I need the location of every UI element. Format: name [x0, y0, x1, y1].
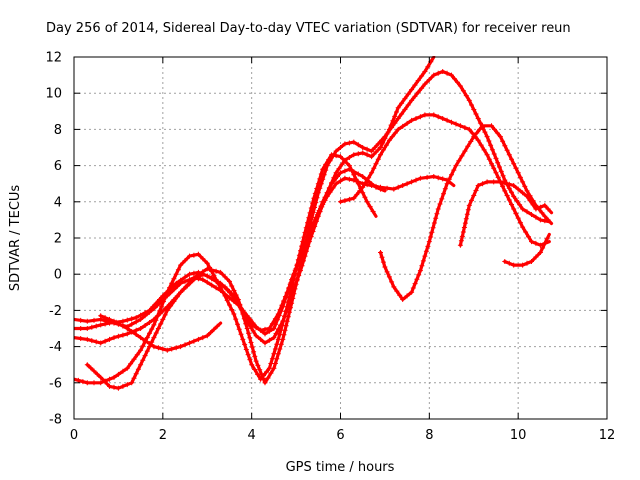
series-track-2	[74, 174, 456, 337]
axes	[73, 56, 608, 420]
series-markers	[74, 59, 434, 346]
plot-frame	[73, 56, 608, 420]
series-markers	[378, 123, 551, 302]
series-track-1	[74, 166, 387, 333]
y-tick-label: 4	[54, 195, 62, 210]
series-track-7	[338, 112, 551, 248]
series-layer	[74, 56, 554, 391]
y-tick-label: -6	[49, 376, 62, 391]
y-tick-label: -4	[49, 340, 62, 355]
series-markers	[84, 69, 548, 391]
series-track-10	[502, 232, 551, 268]
series-track-8	[378, 123, 554, 302]
series-markers	[502, 236, 550, 268]
tick-labels: 0 2 4 6 8 10 12 -8 -6 -4 -2 0 2 4 6 8 10 12	[45, 51, 615, 444]
y-tick-label: 10	[45, 87, 62, 102]
x-tick-label: 6	[336, 428, 344, 443]
x-tick-label: 8	[425, 428, 433, 443]
y-tick-label: 0	[54, 268, 62, 283]
x-axis-label: GPS time / hours	[286, 460, 395, 475]
series-markers	[74, 166, 383, 333]
series-track-9	[457, 179, 554, 248]
y-tick-label: -2	[49, 304, 62, 319]
grid	[74, 57, 607, 419]
x-tick-label: 0	[70, 428, 78, 443]
series-line	[85, 69, 551, 390]
y-tick-label: 6	[54, 159, 62, 174]
x-tick-label: 4	[248, 428, 256, 443]
series-line	[74, 56, 436, 345]
series-track-3	[74, 56, 436, 346]
y-tick-label: -8	[49, 413, 62, 428]
y-tick-label: 8	[54, 123, 62, 138]
series-line	[99, 314, 223, 352]
series-markers	[74, 174, 450, 337]
series-track-5	[84, 69, 551, 391]
x-tick-label: 10	[510, 428, 527, 443]
series-track-6	[98, 313, 223, 353]
y-axis-label: SDTVAR / TECUs	[8, 185, 23, 292]
y-tick-label: 2	[54, 232, 62, 247]
series-markers	[457, 179, 551, 248]
x-tick-label: 12	[599, 428, 616, 443]
chart-title: Day 256 of 2014, Sidereal Day-to-day VTE…	[46, 21, 571, 36]
series-markers	[98, 313, 220, 353]
y-tick-label: 12	[45, 51, 62, 66]
series-markers	[338, 112, 548, 248]
x-tick-label: 2	[159, 428, 167, 443]
